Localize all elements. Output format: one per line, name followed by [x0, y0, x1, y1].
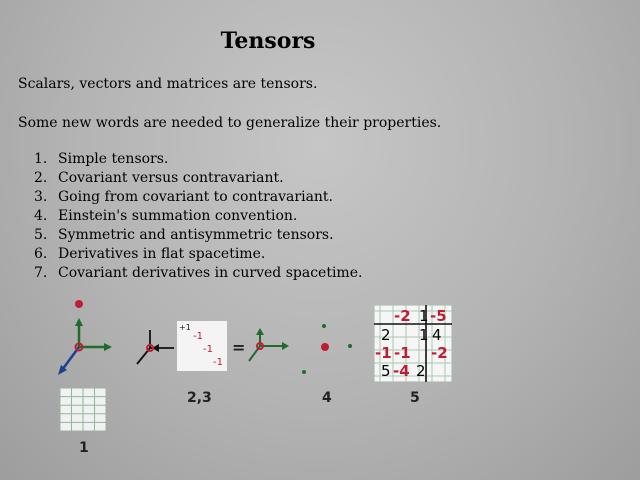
origin-point	[74, 342, 84, 352]
figure-label-5: 5	[410, 390, 420, 406]
figure-label-1: 1	[79, 440, 89, 456]
origin-point	[256, 342, 264, 350]
list-number: 3.	[34, 189, 48, 205]
equals-sign: =	[232, 338, 246, 357]
figure-label-2-3: 2,3	[187, 390, 212, 406]
matrix-entry: 2	[416, 362, 426, 380]
small-matrix-card: +1 -1 -1 -1	[177, 321, 227, 371]
list-number: 5.	[34, 227, 48, 243]
list-item: 5. Symmetric and antisymmetric tensors.	[34, 226, 362, 245]
matrix-entry: 1	[419, 307, 429, 325]
list-text: Covariant versus contravariant.	[58, 170, 284, 186]
list-item: 7. Covariant derivatives in curved spacet…	[34, 264, 363, 283]
matrix-entry: 5	[381, 362, 391, 380]
matrix-entry: -1	[394, 344, 411, 362]
matrix-entry: -1	[213, 357, 223, 368]
list-number: 6.	[34, 246, 48, 262]
list-item: 1. Simple tensors.	[34, 150, 362, 169]
summation-dots-diagram	[302, 324, 352, 374]
figure-label-4: 4	[322, 390, 332, 406]
list-text: Symmetric and antisymmetric tensors.	[58, 227, 334, 243]
matrix-entry: -4	[393, 362, 410, 380]
arrowhead	[58, 365, 67, 375]
matrix-entry: -5	[430, 307, 447, 325]
transformed-axes-diagram	[248, 328, 289, 362]
matrix-entry: -1	[193, 331, 203, 342]
list-number: 4.	[34, 208, 48, 224]
covector-axes-diagram	[136, 330, 174, 365]
list-number: 2.	[34, 170, 48, 186]
list-text: Derivatives in flat spacetime.	[58, 246, 266, 262]
origin-point	[146, 344, 154, 352]
list-item: 6. Derivatives in flat spacetime.	[34, 245, 362, 264]
list-item: 3. Going from covariant to contravariant.	[34, 188, 362, 207]
list-text: Going from covariant to contravariant.	[58, 189, 334, 205]
matrix-entry: 2	[381, 326, 391, 344]
arrowhead	[152, 344, 159, 352]
list-number: 1.	[34, 151, 48, 167]
dot	[302, 370, 306, 374]
scalar-dot	[75, 300, 83, 308]
arrowhead	[75, 318, 83, 326]
axis-diagonal	[60, 346, 81, 371]
dot	[322, 324, 326, 328]
list-item: 2. Covariant versus contravariant.	[34, 169, 362, 188]
vector-axes-diagram	[58, 300, 112, 375]
matrix-entry: -1	[375, 344, 392, 362]
grid-card	[60, 388, 106, 431]
list-text: Covariant derivatives in curved spacetim…	[58, 265, 363, 281]
list-number: 7.	[34, 265, 48, 281]
arrowhead	[256, 328, 264, 335]
matrix-entry: -2	[431, 344, 448, 362]
center-dot	[321, 343, 329, 351]
matrix-entry: 4	[432, 326, 442, 344]
dot	[348, 344, 352, 348]
subtitle-text: Some new words are needed to generalize …	[18, 115, 442, 131]
intro-text: Scalars, vectors and matrices are tensor…	[18, 76, 318, 92]
matrix-entry: 1	[419, 326, 429, 344]
matrix-corner: +1	[179, 323, 191, 332]
arrowhead	[104, 343, 112, 351]
topic-list: 1. Simple tensors. 2. Covariant versus con…	[34, 150, 363, 283]
matrix-entry: -2	[394, 307, 411, 325]
list-text: Simple tensors.	[58, 151, 169, 167]
matrix-values: -2 1 -5 2 1 4 -1 -1 -2 5 -4 2	[374, 305, 452, 382]
list-item: 4. Einstein's summation convention.	[34, 207, 362, 226]
matrix-grid-card	[374, 305, 452, 382]
matrix-entry: -1	[203, 344, 213, 355]
slide-title: Tensors	[220, 28, 316, 54]
arrowhead	[282, 342, 289, 350]
list-text: Einstein's summation convention.	[58, 208, 298, 224]
